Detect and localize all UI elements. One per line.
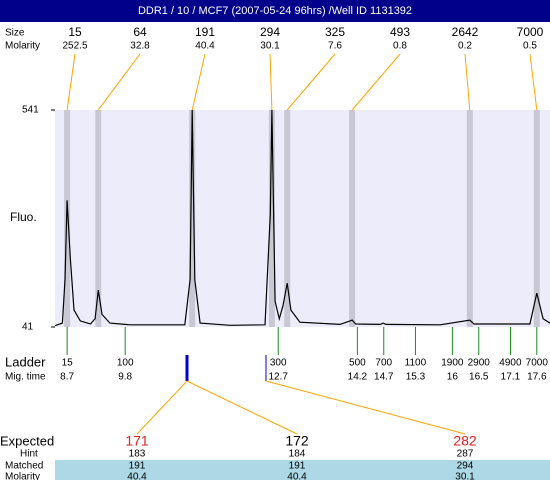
- peak-size: 191: [195, 25, 215, 39]
- table-cell: 294: [457, 461, 474, 472]
- peak-connector: [464, 53, 471, 111]
- table-cell: 40.4: [127, 472, 147, 480]
- table-cell: 282: [453, 433, 477, 449]
- y-tick-label: 541: [22, 105, 39, 116]
- y-axis-label: Fluo.: [10, 210, 37, 224]
- peak-band: [466, 110, 473, 327]
- ladder-time: 14.2: [348, 372, 368, 383]
- table-row-label: Hint: [20, 449, 38, 460]
- ladder-time: 16: [447, 372, 459, 383]
- table-row-label: Matched: [5, 461, 43, 472]
- table-cell: 40.4: [287, 472, 307, 480]
- connector: [186, 380, 298, 435]
- table-cell: 184: [289, 449, 306, 460]
- peak-molarity: 32.8: [130, 41, 150, 52]
- peak-connector: [351, 53, 401, 111]
- ladder-time: 14.7: [374, 372, 394, 383]
- table-cell: 172: [285, 433, 309, 449]
- ladder-label: Mig. time: [5, 372, 46, 383]
- ladder-size: 1100: [405, 358, 427, 369]
- peak-molarity: 40.4: [195, 41, 215, 52]
- peak-connector: [529, 53, 538, 111]
- ladder-time: 17.1: [501, 372, 521, 383]
- ladder-time: 12.7: [268, 372, 288, 383]
- row-label: Molarity: [5, 41, 40, 52]
- peak-molarity: 0.2: [458, 41, 472, 52]
- ladder-size: 15: [62, 358, 74, 369]
- title-bar: [0, 0, 550, 22]
- peak-size: 294: [260, 25, 280, 39]
- ladder-size: 500: [349, 358, 366, 369]
- trace: [54, 109, 550, 327]
- peak-band: [284, 110, 291, 327]
- connector: [265, 380, 466, 435]
- peak-size: 2642: [452, 25, 479, 39]
- ladder-time: 15.3: [406, 372, 426, 383]
- ladder-size: 4900: [499, 358, 522, 369]
- peak-size: 15: [68, 25, 82, 39]
- table-cell: 287: [457, 449, 474, 460]
- ladder-label: Ladder: [5, 354, 46, 369]
- ladder-size: 700: [375, 358, 392, 369]
- peak-molarity: 0.8: [393, 41, 407, 52]
- table-cell: 183: [129, 449, 146, 460]
- ladder-size: 7000: [526, 358, 549, 369]
- table-cell: 30.1: [455, 472, 475, 480]
- peak-band: [268, 110, 275, 327]
- peak-molarity: 0.5: [523, 41, 537, 52]
- ladder-time: 16.5: [469, 372, 489, 383]
- ladder-size: 1900: [441, 358, 464, 369]
- peak-connector: [269, 53, 273, 111]
- peak-size: 7000: [517, 25, 544, 39]
- peak-size: 64: [133, 25, 147, 39]
- peak-molarity: 252.5: [62, 41, 87, 52]
- ladder-size: 300: [270, 358, 287, 369]
- peak-molarity: 30.1: [260, 41, 280, 52]
- table-row-label: Molarity: [5, 472, 40, 480]
- row-label: Size: [5, 28, 25, 39]
- ladder-time: 17.6: [527, 372, 547, 383]
- peak-band: [95, 110, 102, 327]
- ladder-time: 8.7: [60, 372, 74, 383]
- ladder-time: 9.8: [118, 372, 132, 383]
- table-cell: 191: [289, 461, 306, 472]
- peak-size: 493: [390, 25, 410, 39]
- chart-title: DDR1 / 10 / MCF7 (2007-05-24 96hrs) /Wel…: [138, 5, 412, 17]
- plot-area: [55, 110, 550, 327]
- peak-connector: [97, 53, 141, 111]
- peak-connector: [66, 53, 76, 111]
- matched-row-bg: [55, 460, 550, 480]
- peak-connector: [286, 53, 336, 111]
- peak-connector: [191, 53, 206, 111]
- peak-molarity: 7.6: [328, 41, 342, 52]
- peak-size: 325: [325, 25, 345, 39]
- peak-band: [189, 110, 196, 327]
- connector: [136, 380, 188, 435]
- table-cell: 191: [129, 461, 146, 472]
- y-tick-label: 41: [22, 322, 34, 333]
- ladder-size: 2900: [468, 358, 491, 369]
- ladder-size: 100: [117, 358, 134, 369]
- peak-band: [533, 110, 540, 327]
- peak-band: [349, 110, 356, 327]
- table-row-label: Expected: [0, 433, 54, 448]
- table-cell: 171: [125, 433, 149, 449]
